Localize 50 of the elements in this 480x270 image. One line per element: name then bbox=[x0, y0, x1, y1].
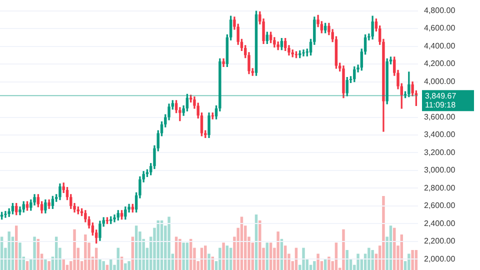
bar bbox=[408, 254, 410, 270]
bar bbox=[276, 232, 280, 270]
bar bbox=[182, 242, 185, 270]
bar bbox=[168, 216, 170, 270]
text: 11:09:18 bbox=[425, 100, 456, 110]
y-tick-label: 3,600.00 bbox=[424, 112, 456, 122]
y-tick-label: 3,400.00 bbox=[424, 130, 456, 140]
candlestick bbox=[4, 210, 7, 218]
ref-line-label: 3,849.67 bbox=[425, 91, 457, 100]
bar bbox=[258, 220, 262, 270]
y-tick-label: 2,400.00 bbox=[424, 218, 456, 228]
y-tick-label: 4,600.00 bbox=[424, 24, 456, 33]
bar bbox=[8, 232, 10, 270]
bar bbox=[328, 256, 330, 270]
bar bbox=[411, 250, 414, 270]
bar bbox=[371, 250, 374, 270]
bar bbox=[368, 248, 370, 270]
bar bbox=[102, 261, 105, 270]
y-tick-label: 4,800.00 bbox=[424, 6, 456, 16]
bar bbox=[218, 248, 222, 270]
bar bbox=[356, 254, 360, 270]
bar bbox=[33, 236, 36, 270]
bar bbox=[48, 261, 50, 270]
y-tick-label: 2,000.00 bbox=[424, 254, 456, 264]
y-tick-label: 2,200.00 bbox=[424, 236, 456, 246]
bar bbox=[342, 229, 345, 270]
y-tick-label: 4,200.00 bbox=[424, 59, 456, 68]
bar bbox=[313, 261, 316, 270]
bar bbox=[84, 234, 87, 270]
bar bbox=[178, 238, 182, 270]
bar bbox=[208, 254, 210, 270]
y-tick-label: 2,800.00 bbox=[424, 183, 456, 192]
bar bbox=[222, 242, 225, 270]
bar bbox=[316, 254, 320, 270]
y-tick-label: 4,400.00 bbox=[424, 41, 456, 50]
bar bbox=[18, 242, 22, 270]
bar bbox=[44, 258, 47, 270]
bar bbox=[124, 263, 127, 270]
y-tick-label: 2,600.00 bbox=[424, 201, 456, 210]
bar bbox=[62, 258, 65, 270]
candlestick bbox=[302, 50, 305, 56]
bar bbox=[73, 229, 76, 270]
bar bbox=[98, 258, 102, 270]
bar bbox=[128, 261, 130, 270]
bar bbox=[382, 196, 385, 270]
y-tick-label: 3,000.00 bbox=[424, 166, 456, 175]
bar bbox=[26, 261, 29, 270]
bar bbox=[302, 248, 305, 270]
y-tick-label: 4,000.00 bbox=[424, 76, 456, 86]
y-tick-label: 3,200.00 bbox=[424, 148, 456, 157]
